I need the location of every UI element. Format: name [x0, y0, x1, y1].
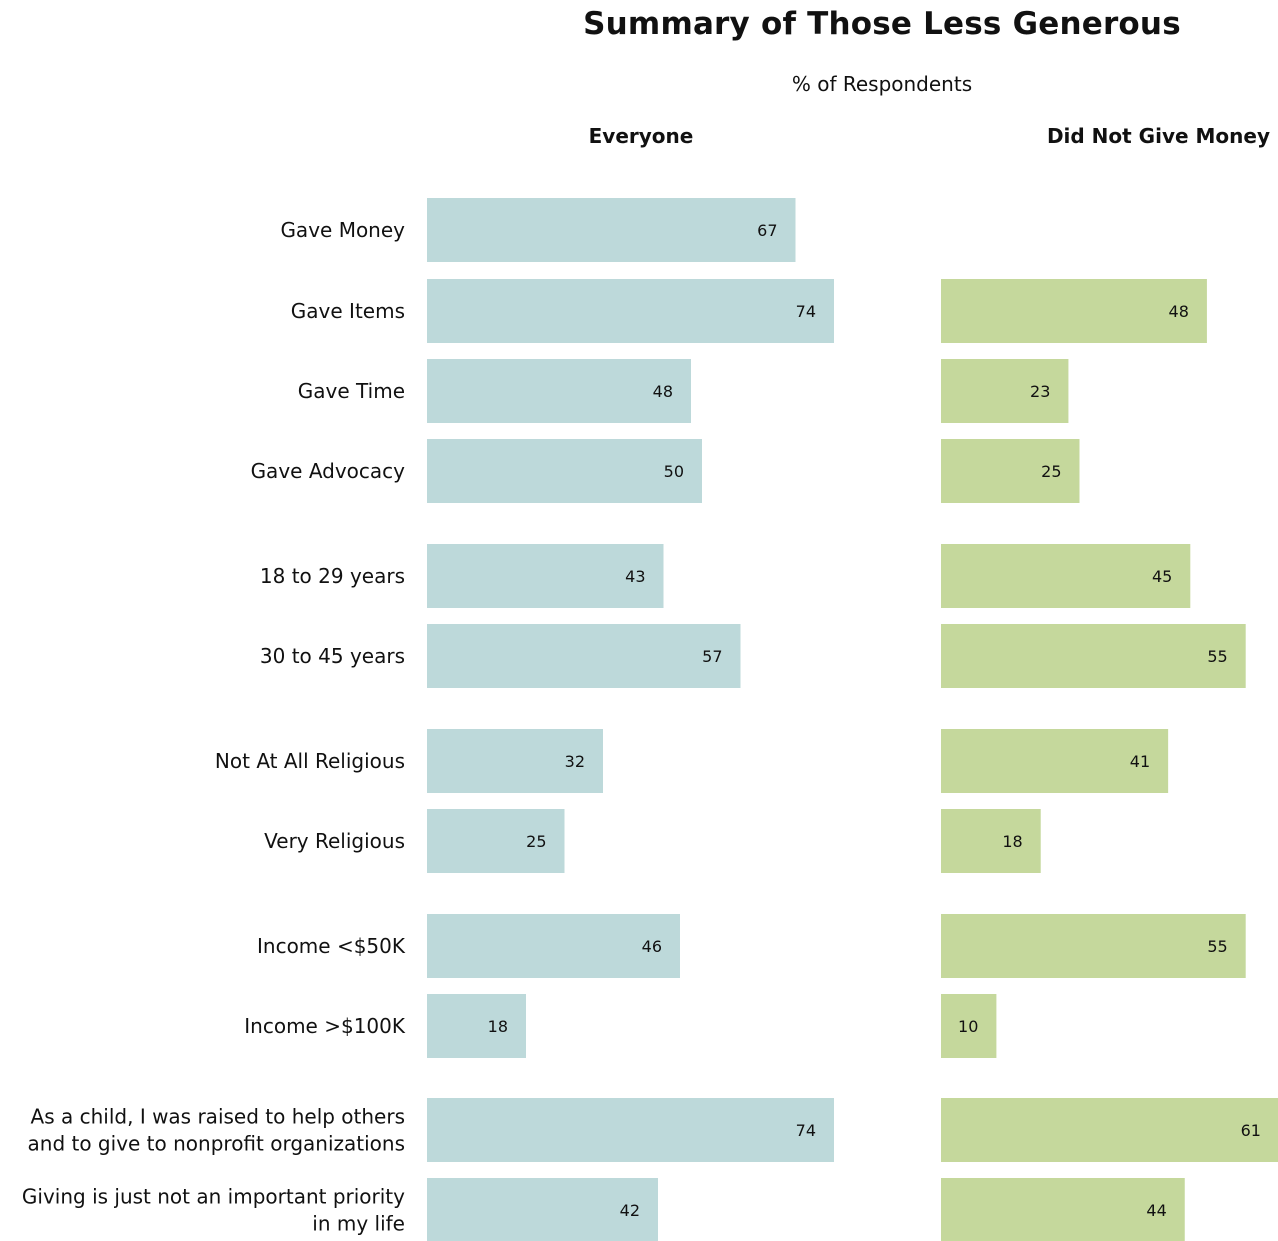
value-label-everyone-gave-advocacy: 50 — [664, 462, 684, 481]
value-label-everyone-not-at-all-religious: 32 — [565, 752, 585, 771]
category-label-18-to-29-years: 18 to 29 years — [260, 564, 405, 588]
bar-did-not-give-money-income-100k — [941, 994, 997, 1058]
bar-everyone-not-at-all-religious — [427, 729, 603, 793]
category-label-gave-advocacy: Gave Advocacy — [251, 459, 406, 483]
bar-everyone-gave-money — [427, 198, 796, 262]
category-label-very-religious: Very Religious — [264, 829, 405, 853]
bar-everyone-giving-is-just-not-an-important-priority — [427, 1178, 658, 1241]
bar-did-not-give-money-giving-is-just-not-an-important-priority — [941, 1178, 1185, 1241]
category-label-as-a-child-i-was-raised-to-help-others-line-2: and to give to nonprofit organizations — [28, 1132, 405, 1156]
category-label-not-at-all-religious: Not At All Religious — [215, 749, 405, 773]
value-label-everyone-gave-money: 67 — [757, 221, 777, 240]
value-label-everyone-income-50k: 46 — [642, 937, 662, 956]
value-label-did-not-give-money-18-to-29-years: 45 — [1152, 567, 1172, 586]
value-label-did-not-give-money-as-a-child-i-was-raised-to-help-others: 61 — [1241, 1121, 1261, 1140]
series-title-did-not-give-money: Did Not Give Money — [1046, 124, 1270, 148]
bar-everyone-very-religious — [427, 809, 565, 873]
value-label-everyone-gave-time: 48 — [653, 382, 673, 401]
value-label-everyone-as-a-child-i-was-raised-to-help-others: 74 — [796, 1121, 816, 1140]
bar-did-not-give-money-gave-time — [941, 359, 1069, 423]
category-label-30-to-45-years: 30 to 45 years — [260, 644, 405, 668]
bar-everyone-gave-time — [427, 359, 691, 423]
value-label-did-not-give-money-income-50k: 55 — [1207, 937, 1227, 956]
value-label-did-not-give-money-very-religious: 18 — [1002, 832, 1022, 851]
category-label-income-100k: Income >$100K — [244, 1014, 406, 1038]
bar-everyone-income-100k — [427, 994, 526, 1058]
category-label-gave-time: Gave Time — [298, 379, 405, 403]
category-label-as-a-child-i-was-raised-to-help-others-line-1: As a child, I was raised to help others — [31, 1105, 405, 1129]
bar-everyone-as-a-child-i-was-raised-to-help-others — [427, 1098, 834, 1162]
bar-everyone-gave-advocacy — [427, 439, 702, 503]
value-label-everyone-18-to-29-years: 43 — [625, 567, 645, 586]
category-label-gave-money: Gave Money — [280, 218, 405, 242]
bar-did-not-give-money-gave-items — [941, 279, 1207, 343]
value-label-did-not-give-money-income-100k: 10 — [958, 1017, 978, 1036]
bar-everyone-30-to-45-years — [427, 624, 741, 688]
bar-did-not-give-money-gave-advocacy — [941, 439, 1080, 503]
bar-did-not-give-money-income-50k — [941, 914, 1246, 978]
value-label-did-not-give-money-not-at-all-religious: 41 — [1130, 752, 1150, 771]
value-label-did-not-give-money-gave-time: 23 — [1030, 382, 1050, 401]
value-label-did-not-give-money-giving-is-just-not-an-important-priority: 44 — [1146, 1201, 1166, 1220]
value-label-everyone-30-to-45-years: 57 — [702, 647, 722, 666]
value-label-everyone-income-100k: 18 — [488, 1017, 508, 1036]
category-label-giving-is-just-not-an-important-priority-line-1: Giving is just not an important priority — [22, 1185, 405, 1209]
bar-everyone-gave-items — [427, 279, 834, 343]
value-label-did-not-give-money-gave-items: 48 — [1169, 302, 1189, 321]
value-label-everyone-very-religious: 25 — [526, 832, 546, 851]
bar-did-not-give-money-30-to-45-years — [941, 624, 1246, 688]
value-label-did-not-give-money-30-to-45-years: 55 — [1207, 647, 1227, 666]
chart-subtitle: % of Respondents — [791, 72, 973, 96]
bar-did-not-give-money-very-religious — [941, 809, 1041, 873]
series-title-everyone: Everyone — [588, 124, 694, 148]
value-label-everyone-giving-is-just-not-an-important-priority: 42 — [620, 1201, 640, 1220]
chart-title: Summary of Those Less Generous — [583, 6, 1181, 42]
bar-did-not-give-money-as-a-child-i-was-raised-to-help-others — [941, 1098, 1278, 1162]
category-label-giving-is-just-not-an-important-priority-line-2: in my life — [312, 1212, 405, 1236]
value-label-everyone-gave-items: 74 — [796, 302, 816, 321]
category-label-income-50k: Income <$50K — [257, 934, 406, 958]
bar-everyone-18-to-29-years — [427, 544, 664, 608]
value-label-did-not-give-money-gave-advocacy: 25 — [1041, 462, 1061, 481]
bar-did-not-give-money-not-at-all-religious — [941, 729, 1169, 793]
bar-everyone-income-50k — [427, 914, 680, 978]
category-label-gave-items: Gave Items — [291, 299, 405, 323]
bar-did-not-give-money-18-to-29-years — [941, 544, 1191, 608]
